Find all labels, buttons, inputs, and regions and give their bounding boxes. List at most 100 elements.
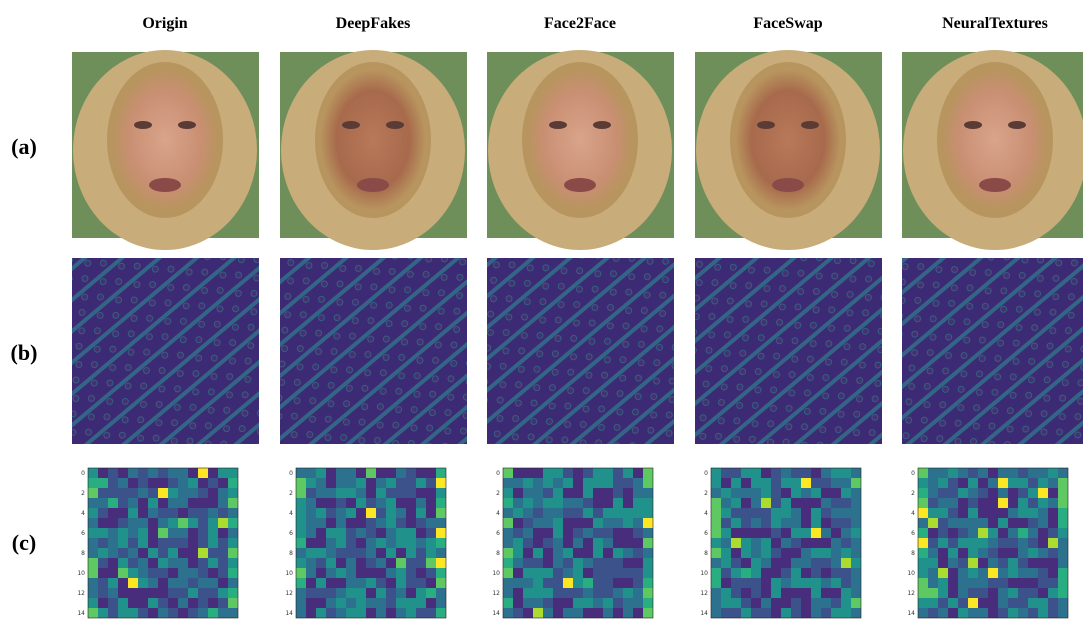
heatmap-cell bbox=[918, 518, 928, 528]
heatmap-cell bbox=[593, 478, 603, 488]
heatmap-cell bbox=[108, 558, 118, 568]
heatmap-cell bbox=[831, 608, 841, 618]
heatmap-cell bbox=[928, 598, 938, 608]
heatmap-cell bbox=[148, 478, 158, 488]
heatmap-cell bbox=[998, 608, 1008, 618]
heatmap-cell bbox=[346, 588, 356, 598]
heatmap-cell bbox=[118, 608, 128, 618]
heatmap-cell bbox=[761, 488, 771, 498]
heatmap-cell bbox=[1008, 528, 1018, 538]
heatmap-cell bbox=[1038, 608, 1048, 618]
heatmap-cell bbox=[841, 568, 851, 578]
heatmap-tick-label: 10 bbox=[700, 570, 708, 577]
heatmap-cell bbox=[948, 468, 958, 478]
heatmap-cell bbox=[543, 588, 553, 598]
heatmap-cell bbox=[228, 498, 238, 508]
heatmap-cell bbox=[643, 478, 653, 488]
heatmap-cell bbox=[771, 538, 781, 548]
heatmap-cell bbox=[948, 518, 958, 528]
heatmap-cell bbox=[553, 578, 563, 588]
heatmap-cell bbox=[208, 518, 218, 528]
heatmap-cell bbox=[918, 568, 928, 578]
heatmap-cell bbox=[978, 568, 988, 578]
heatmap-cell bbox=[416, 608, 426, 618]
heatmap-cell bbox=[851, 488, 861, 498]
heatmap-cell bbox=[513, 488, 523, 498]
heatmap-cell bbox=[751, 548, 761, 558]
heatmap-cell bbox=[998, 578, 1008, 588]
heatmap-cell bbox=[1038, 488, 1048, 498]
heatmap-cell bbox=[138, 508, 148, 518]
heatmap-cell bbox=[761, 548, 771, 558]
heatmap-cell bbox=[851, 588, 861, 598]
heatmap-cell bbox=[188, 608, 198, 618]
heatmap-cell bbox=[376, 528, 386, 538]
heatmap-cell bbox=[821, 608, 831, 618]
heatmap-cell bbox=[198, 538, 208, 548]
heatmap-cell bbox=[326, 478, 336, 488]
heatmap-cell bbox=[88, 538, 98, 548]
heatmap-cell bbox=[958, 508, 968, 518]
heatmap-cell bbox=[366, 508, 376, 518]
heatmap-cell bbox=[198, 508, 208, 518]
heatmap-cell bbox=[118, 468, 128, 478]
heatmap-cell bbox=[831, 528, 841, 538]
heatmap-cell bbox=[376, 598, 386, 608]
heatmap-cell bbox=[533, 518, 543, 528]
heatmap-cell bbox=[918, 478, 928, 488]
feature-map bbox=[280, 258, 467, 444]
heatmap-cell bbox=[968, 528, 978, 538]
heatmap-cell bbox=[1028, 478, 1038, 488]
heatmap-cell bbox=[376, 608, 386, 618]
heatmap-tick-label: 0 bbox=[704, 470, 708, 477]
heatmap-cell bbox=[841, 548, 851, 558]
heatmap-cell bbox=[741, 498, 751, 508]
heatmap-cell bbox=[416, 588, 426, 598]
heatmap-cell bbox=[386, 548, 396, 558]
heatmap-cell bbox=[841, 478, 851, 488]
heatmap-cell bbox=[396, 588, 406, 598]
heatmap-cell bbox=[721, 588, 731, 598]
heatmap-cell bbox=[228, 548, 238, 558]
heatmap-cell bbox=[938, 508, 948, 518]
heatmap-cell bbox=[436, 528, 446, 538]
heatmap-cell bbox=[841, 588, 851, 598]
heatmap-cell bbox=[168, 468, 178, 478]
heatmap-cell bbox=[533, 508, 543, 518]
heatmap-cell bbox=[968, 518, 978, 528]
heatmap-cell bbox=[1018, 498, 1028, 508]
heatmap-cell bbox=[326, 548, 336, 558]
eye bbox=[593, 121, 611, 129]
heatmap-cell bbox=[346, 488, 356, 498]
heatmap-cell bbox=[958, 568, 968, 578]
heatmap-cell bbox=[523, 488, 533, 498]
heatmap-cell bbox=[988, 578, 998, 588]
heatmap-cell bbox=[316, 468, 326, 478]
heatmap-cell bbox=[356, 548, 366, 558]
heatmap-cell bbox=[118, 548, 128, 558]
heatmap-cell bbox=[426, 518, 436, 528]
heatmap-cell bbox=[218, 558, 228, 568]
heatmap-cell bbox=[346, 558, 356, 568]
heatmap-cell bbox=[593, 588, 603, 598]
heatmap-cell bbox=[88, 608, 98, 618]
heatmap-cell bbox=[406, 548, 416, 558]
heatmap-cell bbox=[633, 488, 643, 498]
heatmap-cell bbox=[356, 468, 366, 478]
heatmap-cell bbox=[633, 518, 643, 528]
heatmap-cell bbox=[366, 488, 376, 498]
heatmap-cell bbox=[938, 548, 948, 558]
heatmap-cell bbox=[801, 478, 811, 488]
heatmap-cell bbox=[158, 478, 168, 488]
heatmap-cell bbox=[198, 528, 208, 538]
heatmap-cell bbox=[563, 488, 573, 498]
heatmap-cell bbox=[198, 488, 208, 498]
heatmap-cell bbox=[731, 568, 741, 578]
heatmap-cell bbox=[623, 528, 633, 538]
heatmap-cell bbox=[1038, 498, 1048, 508]
heatmap-cell bbox=[523, 518, 533, 528]
heatmap-cell bbox=[791, 538, 801, 548]
heatmap-cell bbox=[821, 578, 831, 588]
heatmap-cell bbox=[513, 518, 523, 528]
heatmap-cell bbox=[108, 568, 118, 578]
